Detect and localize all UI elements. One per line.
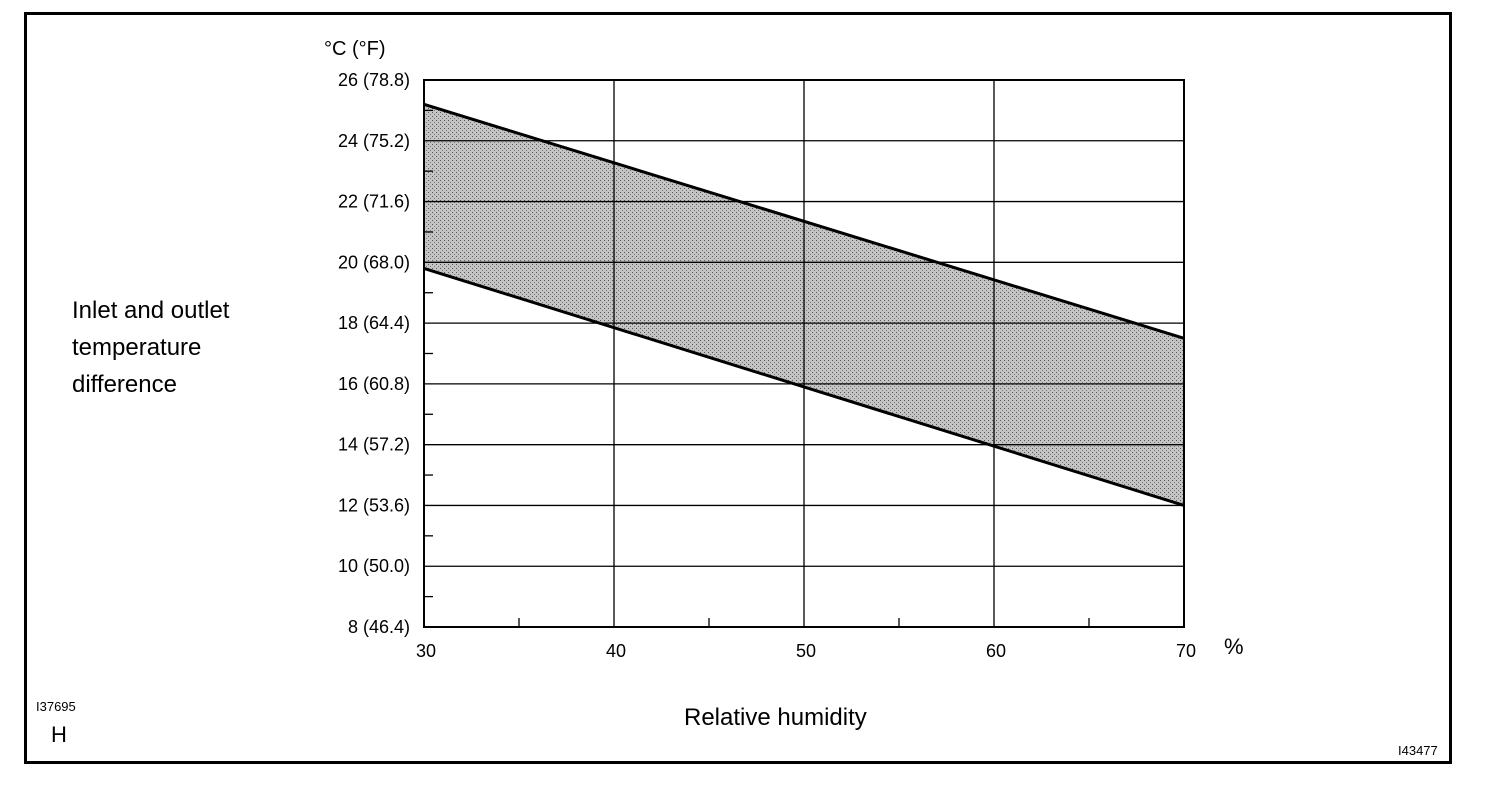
y-tick-label: 12 (53.6) (338, 495, 410, 515)
figure-frame (24, 12, 1452, 764)
x-tick-label: 70 (1176, 641, 1196, 661)
x-tick-label: 40 (606, 641, 626, 661)
y-tick-label: 8 (46.4) (348, 617, 410, 637)
plot-border (423, 79, 1185, 628)
x-tick-label: 50 (796, 641, 816, 661)
y-tick-label: 24 (75.2) (338, 131, 410, 151)
x-axis-unit: % (1224, 634, 1244, 659)
y-tick-label: 16 (60.8) (338, 374, 410, 394)
x-axis-label: Relative humidity (684, 704, 867, 731)
y-tick-label: 10 (50.0) (338, 556, 410, 576)
y-axis-unit: °C (°F) (324, 38, 386, 60)
x-tick-label: 60 (986, 641, 1006, 661)
y-tick-label: 20 (68.0) (338, 252, 410, 272)
figure-code-bottom: I43477 (1398, 743, 1438, 758)
y-axis-label: Inlet and outlet temperature difference (72, 297, 230, 398)
y-tick-label: 18 (64.4) (338, 313, 410, 333)
band-lower-line (423, 266, 1185, 507)
x-tick-label: 30 (416, 641, 436, 661)
y-tick-label: 22 (71.6) (338, 192, 410, 212)
band-upper-line (423, 102, 1185, 340)
y-tick-label: 26 (78.8) (338, 70, 410, 90)
y-tick-label: 14 (57.2) (338, 435, 410, 455)
figure-code-top: I37695 (36, 699, 76, 714)
figure-code-letter: H (51, 722, 67, 747)
